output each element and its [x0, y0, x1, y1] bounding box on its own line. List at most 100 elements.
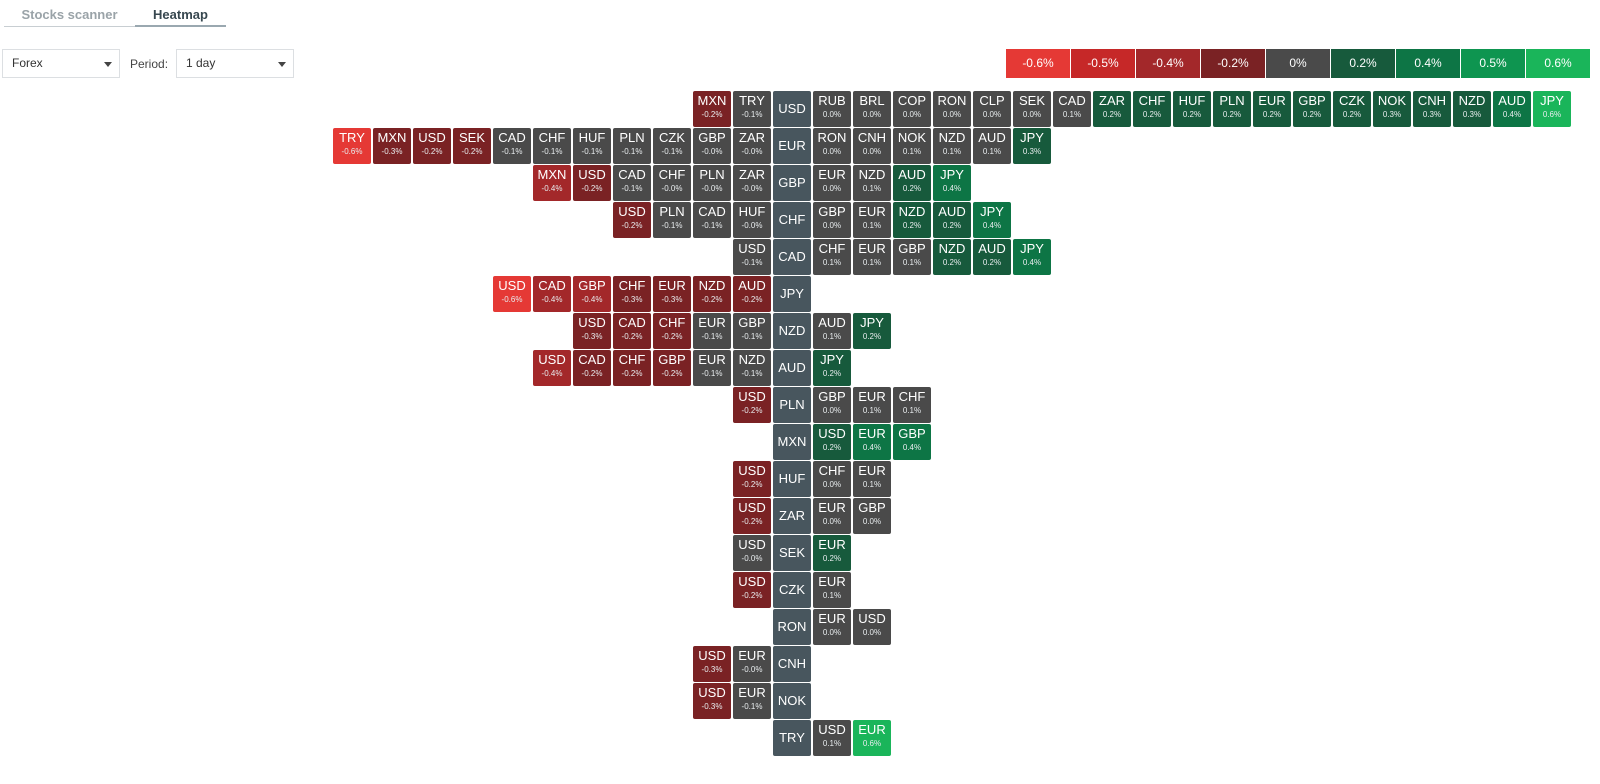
pair-cell-gbp-mxn[interactable]: MXN -0.4% — [533, 165, 571, 201]
pair-cell-eur-czk[interactable]: CZK -0.1% — [653, 128, 691, 164]
pair-cell-cad-gbp[interactable]: GBP 0.1% — [893, 239, 931, 275]
pair-cell-mxn-usd[interactable]: USD 0.2% — [813, 424, 851, 460]
pair-cell-usd-nok[interactable]: NOK 0.3% — [1373, 91, 1411, 127]
pair-cell-usd-pln[interactable]: PLN 0.2% — [1213, 91, 1251, 127]
pair-cell-usd-mxn[interactable]: MXN -0.2% — [693, 91, 731, 127]
pair-cell-chf-cad[interactable]: CAD -0.1% — [693, 202, 731, 238]
pair-cell-chf-aud[interactable]: AUD 0.2% — [933, 202, 971, 238]
pair-cell-gbp-cad[interactable]: CAD -0.1% — [613, 165, 651, 201]
pair-cell-chf-eur[interactable]: EUR 0.1% — [853, 202, 891, 238]
pair-cell-aud-nzd[interactable]: NZD -0.1% — [733, 350, 771, 386]
pair-cell-gbp-chf[interactable]: CHF -0.0% — [653, 165, 691, 201]
pair-cell-eur-zar[interactable]: ZAR -0.0% — [733, 128, 771, 164]
pair-cell-nzd-gbp[interactable]: GBP -0.1% — [733, 313, 771, 349]
pair-cell-eur-pln[interactable]: PLN -0.1% — [613, 128, 651, 164]
pair-cell-nzd-cad[interactable]: CAD -0.2% — [613, 313, 651, 349]
pair-cell-pln-usd[interactable]: USD -0.2% — [733, 387, 771, 423]
pair-cell-eur-cnh[interactable]: CNH 0.0% — [853, 128, 891, 164]
pair-cell-ron-eur[interactable]: EUR 0.0% — [813, 609, 851, 645]
pair-cell-czk-usd[interactable]: USD -0.2% — [733, 572, 771, 608]
pair-cell-aud-usd[interactable]: USD -0.4% — [533, 350, 571, 386]
pair-cell-usd-chf[interactable]: CHF 0.2% — [1133, 91, 1171, 127]
tab-stocks-scanner[interactable]: Stocks scanner — [4, 0, 135, 27]
pair-cell-chf-huf[interactable]: HUF -0.0% — [733, 202, 771, 238]
pair-cell-eur-huf[interactable]: HUF -0.1% — [573, 128, 611, 164]
pair-cell-try-eur[interactable]: EUR 0.6% — [853, 720, 891, 756]
pair-cell-cad-jpy[interactable]: JPY 0.4% — [1013, 239, 1051, 275]
pair-cell-aud-eur[interactable]: EUR -0.1% — [693, 350, 731, 386]
pair-cell-jpy-cad[interactable]: CAD -0.4% — [533, 276, 571, 312]
pair-cell-chf-nzd[interactable]: NZD 0.2% — [893, 202, 931, 238]
pair-cell-eur-try[interactable]: TRY -0.6% — [333, 128, 371, 164]
pair-cell-gbp-pln[interactable]: PLN -0.0% — [693, 165, 731, 201]
pair-cell-gbp-jpy[interactable]: JPY 0.4% — [933, 165, 971, 201]
pair-cell-nok-usd[interactable]: USD -0.3% — [693, 683, 731, 719]
pair-cell-try-usd[interactable]: USD 0.1% — [813, 720, 851, 756]
pair-cell-usd-clp[interactable]: CLP 0.0% — [973, 91, 1011, 127]
pair-cell-cad-chf[interactable]: CHF 0.1% — [813, 239, 851, 275]
pair-cell-chf-jpy[interactable]: JPY 0.4% — [973, 202, 1011, 238]
pair-cell-jpy-usd[interactable]: USD -0.6% — [493, 276, 531, 312]
pair-cell-gbp-aud[interactable]: AUD 0.2% — [893, 165, 931, 201]
pair-cell-eur-usd[interactable]: USD -0.2% — [413, 128, 451, 164]
pair-cell-eur-sek[interactable]: SEK -0.2% — [453, 128, 491, 164]
pair-cell-nzd-jpy[interactable]: JPY 0.2% — [853, 313, 891, 349]
tab-heatmap[interactable]: Heatmap — [135, 0, 226, 27]
pair-cell-gbp-zar[interactable]: ZAR -0.0% — [733, 165, 771, 201]
pair-cell-cad-eur[interactable]: EUR 0.1% — [853, 239, 891, 275]
pair-cell-usd-cop[interactable]: COP 0.0% — [893, 91, 931, 127]
pair-cell-usd-brl[interactable]: BRL 0.0% — [853, 91, 891, 127]
pair-cell-ron-usd[interactable]: USD 0.0% — [853, 609, 891, 645]
pair-cell-chf-pln[interactable]: PLN -0.1% — [653, 202, 691, 238]
pair-cell-usd-czk[interactable]: CZK 0.2% — [1333, 91, 1371, 127]
period-select[interactable]: 1 day — [176, 49, 294, 78]
pair-cell-mxn-eur[interactable]: EUR 0.4% — [853, 424, 891, 460]
pair-cell-usd-sek[interactable]: SEK 0.0% — [1013, 91, 1051, 127]
pair-cell-aud-jpy[interactable]: JPY 0.2% — [813, 350, 851, 386]
pair-cell-mxn-gbp[interactable]: GBP 0.4% — [893, 424, 931, 460]
pair-cell-usd-cnh[interactable]: CNH 0.3% — [1413, 91, 1451, 127]
pair-cell-usd-aud[interactable]: AUD 0.4% — [1493, 91, 1531, 127]
pair-cell-nzd-eur[interactable]: EUR -0.1% — [693, 313, 731, 349]
pair-cell-jpy-eur[interactable]: EUR -0.3% — [653, 276, 691, 312]
pair-cell-czk-eur[interactable]: EUR 0.1% — [813, 572, 851, 608]
pair-cell-gbp-usd[interactable]: USD -0.2% — [573, 165, 611, 201]
pair-cell-gbp-eur[interactable]: EUR 0.0% — [813, 165, 851, 201]
pair-cell-cnh-eur[interactable]: EUR -0.0% — [733, 646, 771, 682]
pair-cell-zar-gbp[interactable]: GBP 0.0% — [853, 498, 891, 534]
pair-cell-pln-eur[interactable]: EUR 0.1% — [853, 387, 891, 423]
pair-cell-cad-nzd[interactable]: NZD 0.2% — [933, 239, 971, 275]
pair-cell-sek-usd[interactable]: USD -0.0% — [733, 535, 771, 571]
pair-cell-nzd-aud[interactable]: AUD 0.1% — [813, 313, 851, 349]
pair-cell-nok-eur[interactable]: EUR -0.1% — [733, 683, 771, 719]
pair-cell-nzd-chf[interactable]: CHF -0.2% — [653, 313, 691, 349]
pair-cell-aud-cad[interactable]: CAD -0.2% — [573, 350, 611, 386]
pair-cell-usd-gbp[interactable]: GBP 0.2% — [1293, 91, 1331, 127]
pair-cell-aud-gbp[interactable]: GBP -0.2% — [653, 350, 691, 386]
pair-cell-jpy-gbp[interactable]: GBP -0.4% — [573, 276, 611, 312]
pair-cell-huf-usd[interactable]: USD -0.2% — [733, 461, 771, 497]
pair-cell-jpy-nzd[interactable]: NZD -0.2% — [693, 276, 731, 312]
pair-cell-eur-mxn[interactable]: MXN -0.3% — [373, 128, 411, 164]
pair-cell-eur-cad[interactable]: CAD -0.1% — [493, 128, 531, 164]
pair-cell-eur-jpy[interactable]: JPY 0.3% — [1013, 128, 1051, 164]
pair-cell-eur-nok[interactable]: NOK 0.1% — [893, 128, 931, 164]
pair-cell-cad-usd[interactable]: USD -0.1% — [733, 239, 771, 275]
pair-cell-chf-gbp[interactable]: GBP 0.0% — [813, 202, 851, 238]
pair-cell-cad-aud[interactable]: AUD 0.2% — [973, 239, 1011, 275]
pair-cell-jpy-chf[interactable]: CHF -0.3% — [613, 276, 651, 312]
pair-cell-huf-eur[interactable]: EUR 0.1% — [853, 461, 891, 497]
pair-cell-usd-nzd[interactable]: NZD 0.3% — [1453, 91, 1491, 127]
pair-cell-jpy-aud[interactable]: AUD -0.2% — [733, 276, 771, 312]
pair-cell-eur-aud[interactable]: AUD 0.1% — [973, 128, 1011, 164]
pair-cell-gbp-nzd[interactable]: NZD 0.1% — [853, 165, 891, 201]
pair-cell-pln-chf[interactable]: CHF 0.1% — [893, 387, 931, 423]
pair-cell-usd-try[interactable]: TRY -0.1% — [733, 91, 771, 127]
pair-cell-eur-gbp[interactable]: GBP -0.0% — [693, 128, 731, 164]
market-select[interactable]: Forex — [2, 49, 120, 78]
pair-cell-zar-usd[interactable]: USD -0.2% — [733, 498, 771, 534]
pair-cell-eur-ron[interactable]: RON 0.0% — [813, 128, 851, 164]
pair-cell-usd-cad[interactable]: CAD 0.1% — [1053, 91, 1091, 127]
pair-cell-usd-ron[interactable]: RON 0.0% — [933, 91, 971, 127]
pair-cell-cnh-usd[interactable]: USD -0.3% — [693, 646, 731, 682]
